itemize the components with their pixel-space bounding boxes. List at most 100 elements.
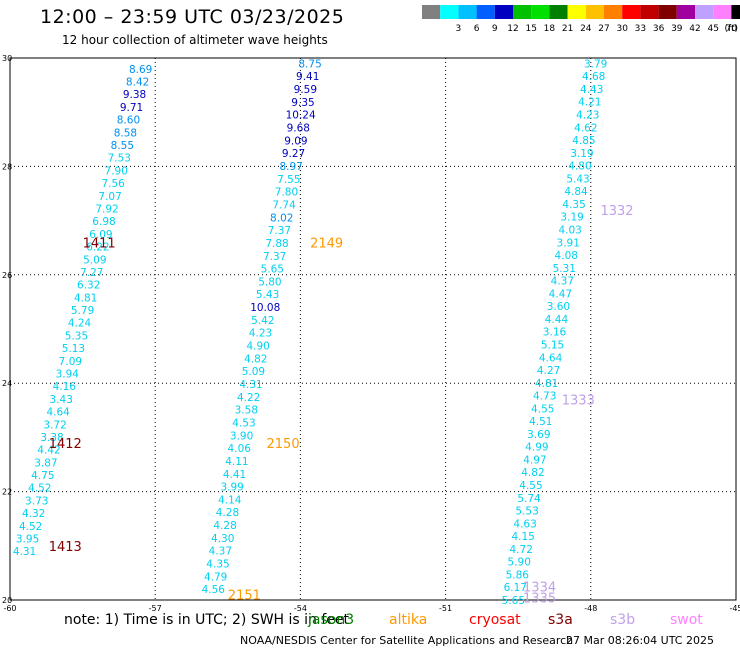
pass-number-label: 2150 — [267, 437, 300, 452]
wave-height-value: 7.74 — [272, 199, 296, 211]
legend-swatch — [640, 5, 659, 19]
wave-height-value: 5.65 — [261, 264, 284, 276]
wave-height-value: 3.95 — [16, 534, 39, 546]
wave-height-value: 5.65 — [502, 595, 525, 607]
wave-height-value: 4.80 — [568, 161, 591, 173]
legend-tick-label: 42 — [689, 24, 700, 34]
wave-height-value: 4.51 — [529, 416, 552, 428]
wave-height-value: 4.52 — [28, 483, 51, 495]
pass-number-label: 1412 — [49, 437, 82, 452]
wave-height-value: 4.47 — [549, 288, 572, 300]
wave-height-value: 8.69 — [129, 64, 152, 76]
wave-height-value: 8.97 — [279, 161, 302, 173]
legend-tick-label: 70 — [726, 24, 738, 34]
legend-swatch — [658, 5, 677, 19]
legend-swatch — [585, 5, 604, 19]
wave-height-value: 4.64 — [539, 352, 563, 364]
wave-height-value: 4.63 — [513, 518, 536, 530]
pass-number-label: 1411 — [83, 236, 116, 251]
legend-tick-label: 21 — [562, 24, 573, 34]
wave-height-value: 4.97 — [523, 454, 546, 466]
legend-swatch — [731, 5, 740, 19]
y-tick-label: 22 — [2, 488, 12, 497]
wave-height-value: 5.90 — [508, 557, 531, 569]
wave-height-value: 10.08 — [250, 302, 280, 314]
wave-height-value: 6.22 — [86, 242, 109, 254]
wave-height-value: 7.07 — [98, 191, 121, 203]
legend-swatch — [622, 5, 641, 19]
wave-height-value: 3.99 — [220, 482, 243, 494]
x-tick-label: -57 — [149, 604, 162, 613]
wave-height-value: 9.38 — [123, 89, 146, 101]
wave-height-value: 5.09 — [83, 254, 106, 266]
legend-swatch — [458, 5, 477, 19]
page-title: 12:00 – 23:59 UTC 03/23/2025 — [40, 6, 345, 28]
legend-swatch — [713, 5, 732, 19]
wave-height-value: 5.80 — [258, 276, 281, 288]
wave-height-value: 4.44 — [545, 314, 569, 326]
wave-height-value: 9.09 — [284, 135, 307, 147]
wave-height-value: 4.21 — [578, 97, 601, 109]
legend-swatch — [549, 5, 568, 19]
wave-height-value: 4.28 — [216, 507, 239, 519]
wave-height-value: 3.38 — [40, 432, 63, 444]
wave-height-value: 5.42 — [251, 315, 274, 327]
x-tick-label: -54 — [294, 604, 307, 613]
pass-number-label: 1334 — [523, 580, 556, 595]
legend-tick-label: 27 — [598, 24, 609, 34]
wave-height-value: 3.16 — [543, 327, 567, 339]
wave-height-value: 5.15 — [541, 339, 564, 351]
wave-height-value: 4.37 — [209, 546, 232, 558]
wave-height-value: 4.28 — [213, 520, 236, 532]
satellite-s3b: s3b — [610, 612, 636, 628]
wave-height-value: 4.55 — [531, 403, 554, 415]
wave-height-value: 5.31 — [553, 263, 576, 275]
plot-frame — [9, 57, 737, 601]
wave-height-value: 9.71 — [120, 102, 143, 114]
wave-height-value: 4.32 — [22, 508, 45, 520]
wave-height-value: 3.69 — [527, 429, 550, 441]
wave-height-value: 5.43 — [256, 289, 279, 301]
wave-height-value: 4.82 — [244, 353, 267, 365]
legend-swatch — [676, 5, 695, 19]
wave-height-value: 4.52 — [19, 521, 42, 533]
legend-tick-label: 3 — [456, 24, 462, 34]
wave-height-value: 8.55 — [111, 140, 134, 152]
wave-height-value: 5.43 — [566, 173, 589, 185]
pass-number-label: 1333 — [562, 393, 595, 408]
wave-height-value: 4.35 — [562, 199, 585, 211]
wave-height-value: 4.23 — [249, 328, 272, 340]
legend-tick-label: 15 — [525, 24, 536, 34]
wave-height-value: 4.41 — [223, 469, 246, 481]
legend-tick-label: 12 — [507, 24, 518, 34]
wave-height-value: 4.35 — [206, 559, 229, 571]
wave-height-value: 4.15 — [511, 531, 534, 543]
wave-height-value: 7.37 — [263, 251, 286, 263]
legend-swatch — [567, 5, 586, 19]
wave-height-value: 4.62 — [574, 122, 597, 134]
legend-tick-label: 6 — [474, 24, 480, 34]
wave-height-value: 8.58 — [114, 127, 137, 139]
wave-height-value: 5.74 — [517, 493, 541, 505]
wave-height-value: 3.73 — [25, 495, 48, 507]
pass-number-label: 1332 — [600, 204, 633, 219]
wave-height-value: 7.27 — [80, 267, 103, 279]
pass-number-label: 2149 — [310, 236, 343, 251]
wave-height-value: 4.84 — [564, 186, 588, 198]
x-tick-label: -60 — [3, 604, 16, 613]
wave-height-value: 3.94 — [56, 369, 80, 381]
wave-height-value: 4.90 — [246, 341, 269, 353]
wave-height-value: 5.53 — [515, 506, 538, 518]
wave-height-value: 3.43 — [50, 394, 73, 406]
footer-note: note: 1) Time is in UTC; 2) SWH is in fe… — [64, 612, 350, 628]
y-tick-label: 30 — [2, 54, 12, 63]
satellite-altika: altika — [389, 612, 428, 628]
wave-height-value: 4.43 — [580, 84, 603, 96]
generated-timestamp: 27 Mar 08:26:04 UTC 2025 — [566, 634, 714, 647]
wave-height-value: 7.88 — [265, 238, 288, 250]
wave-height-value: 4.14 — [218, 494, 242, 506]
wave-height-value: 7.90 — [105, 165, 128, 177]
legend-swatch — [604, 5, 623, 19]
wave-height-value: 6.98 — [92, 216, 115, 228]
